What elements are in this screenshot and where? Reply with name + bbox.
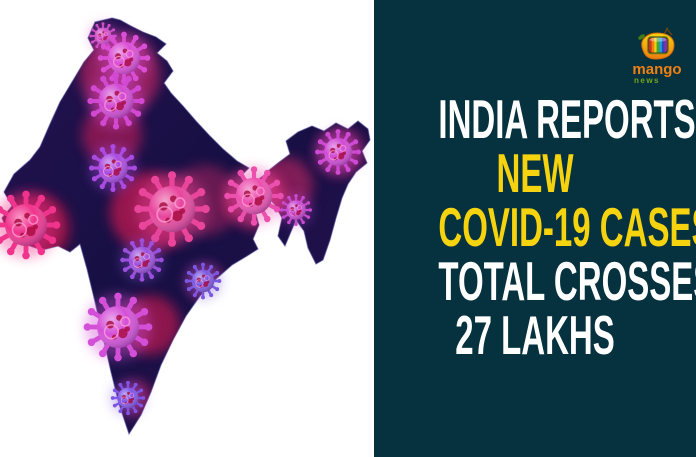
headline-line-2: NEW: [496, 142, 574, 204]
coronavirus-icon: [134, 171, 210, 247]
coronavirus-particles: [0, 22, 361, 416]
mango-tv-icon: [638, 27, 675, 60]
coronavirus-icon: [110, 380, 146, 416]
india-covid-illustration: [0, 17, 371, 435]
logo-brand-text: mango: [632, 61, 682, 78]
coronavirus-icon: [184, 262, 222, 300]
headline-line-1: INDIA REPORTS: [438, 88, 696, 150]
headline-line-3: COVID-19 CASES,: [438, 196, 696, 258]
coronavirus-icon: [87, 72, 145, 130]
coronavirus-icon: [88, 143, 138, 193]
coronavirus-icon: [83, 292, 153, 362]
headline-panel: mango news INDIA REPORTS NEW COVID-19 CA…: [374, 0, 696, 457]
mango-leaf: [638, 34, 645, 40]
coronavirus-icon: [279, 193, 313, 227]
headline-line-5: 27 LAKHS: [455, 304, 615, 366]
tv-color-bars: [649, 38, 667, 53]
logo-sub-text: news: [634, 76, 661, 85]
antenna-tip: [665, 27, 669, 30]
mango-news-logo: mango news: [622, 26, 692, 85]
coronavirus-icon: [0, 190, 61, 260]
coronavirus-icon: [224, 166, 284, 226]
screen-gloss: [649, 37, 667, 42]
illustration-area: [0, 17, 371, 435]
coronavirus-icon: [97, 31, 151, 85]
headline-line-4: TOTAL CROSSES: [438, 250, 696, 312]
coronavirus-icon: [120, 238, 164, 282]
headline: INDIA REPORTS NEW COVID-19 CASES, TOTAL …: [374, 0, 696, 366]
coronavirus-icon: [315, 129, 361, 175]
